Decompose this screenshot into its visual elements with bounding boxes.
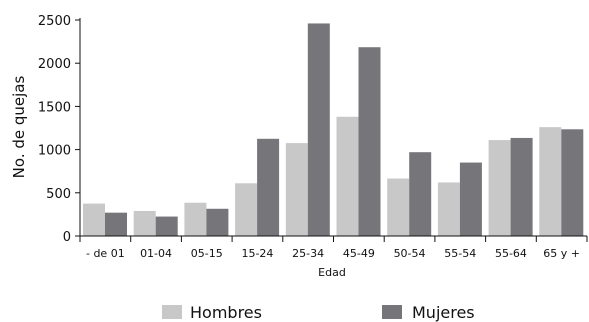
x-tick-label-6: 50-54 [394,247,426,260]
bar-hombres-0 [83,203,105,236]
legend-label-hombres: Hombres [190,303,262,322]
legend: Hombres Mujeres [162,303,475,322]
y-ticks-group: 0 500 1000 1500 2000 2500 [38,14,80,245]
bar-hombres-8 [488,140,511,236]
y-tick-label-0: 0 [63,230,71,245]
bar-mujeres-3 [257,138,280,236]
x-tick-label-2: 05-15 [191,247,223,260]
bar-hombres-5 [336,116,359,236]
x-tick-label-4: 25-34 [292,247,324,260]
y-tick-label-4: 2000 [38,57,71,72]
y-tick-label-5: 2500 [38,14,71,29]
bar-mujeres-5 [358,47,381,236]
x-tick-label-7: 55-54 [444,247,476,260]
legend-swatch-hombres [162,305,182,319]
bar-mujeres-2 [206,208,229,236]
x-tick-label-5: 45-49 [343,247,375,260]
x-tick-label-1: 01-04 [140,247,172,260]
bar-mujeres-6 [409,152,432,236]
x-tick-label-8: 55-64 [495,247,527,260]
x-tick-label-9: 65 y + [543,247,580,260]
bar-mujeres-1 [155,216,178,236]
y-tick-label-2: 1000 [38,144,71,159]
bar-hombres-2 [184,202,207,236]
bar-mujeres-9 [561,129,584,236]
legend-swatch-mujeres [382,305,402,319]
bar-hombres-7 [437,182,460,236]
bar-mujeres-0 [105,212,127,236]
y-tick-label-1: 500 [46,187,71,202]
legend-label-mujeres: Mujeres [412,303,475,322]
y-axis-label: No. de quejas [10,76,28,179]
y-tick-label-3: 1500 [38,100,71,115]
bar-hombres-3 [235,183,258,236]
bar-hombres-4 [285,143,308,236]
bar-hombres-9 [539,127,562,236]
x-tick-label-3: 15-24 [241,247,273,260]
x-axis-label: Edad [318,266,346,279]
bar-mujeres-7 [459,162,482,236]
bar-hombres-1 [133,210,156,236]
bar-hombres-6 [387,178,410,236]
x-tick-label-0: - de 01 [86,247,125,260]
bar-mujeres-4 [307,23,330,237]
bars-group [83,23,584,237]
bar-mujeres-8 [510,137,533,236]
x-categories-group: - de 01 01-04 05-15 15-24 25-34 45-49 50-54 55-… [86,247,580,260]
axes-group [79,18,588,242]
